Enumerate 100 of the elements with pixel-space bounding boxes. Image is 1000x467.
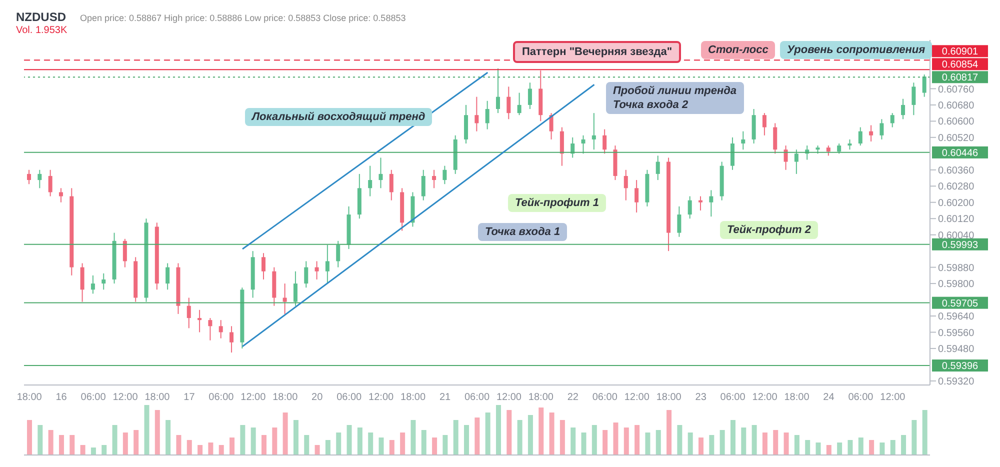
x-tick-label: 06:00 <box>848 392 874 404</box>
bar <box>400 432 406 455</box>
candlestick <box>656 155 660 181</box>
bar <box>336 432 342 455</box>
bar <box>528 415 533 455</box>
y-tick-label: 0.60520 <box>938 132 975 144</box>
x-tick-label: 24 <box>823 392 835 404</box>
bar <box>346 425 352 455</box>
bar <box>421 430 426 455</box>
bar <box>922 410 928 455</box>
bar <box>880 442 885 455</box>
candlestick <box>784 145 788 170</box>
ref-line-label: 0.60446 <box>942 148 979 159</box>
bar <box>90 448 96 455</box>
bar <box>688 432 693 455</box>
candlestick <box>837 143 842 154</box>
candlestick <box>304 260 308 288</box>
bar <box>826 445 832 455</box>
bar <box>368 432 374 455</box>
x-tick-label: 18:00 <box>656 392 682 404</box>
bar <box>560 420 565 455</box>
bar <box>698 438 704 455</box>
y-tick-label: 0.59480 <box>938 344 975 356</box>
x-tick-label: 16 <box>56 392 68 404</box>
bar <box>144 405 150 455</box>
bar <box>720 430 725 455</box>
bar <box>592 425 597 455</box>
candlestick <box>602 128 607 154</box>
candlestick <box>869 124 874 142</box>
candlestick <box>592 112 596 150</box>
candlestick <box>688 196 692 220</box>
x-tick-label: 12:00 <box>368 392 394 404</box>
y-tick-label: 0.59640 <box>938 312 975 323</box>
candlestick <box>442 165 447 185</box>
bar <box>538 408 544 455</box>
candlestick <box>230 326 234 354</box>
y-tick-label: 0.60200 <box>938 198 975 209</box>
bar <box>901 435 906 455</box>
bar <box>389 440 394 455</box>
candlestick <box>378 157 383 189</box>
x-tick-label: 12:00 <box>496 392 522 404</box>
candlestick <box>880 118 884 140</box>
bar <box>432 438 438 455</box>
bar <box>666 410 672 455</box>
annotation: Локальный восходящий тренд <box>245 108 432 126</box>
bar <box>134 430 139 455</box>
bar <box>48 430 54 455</box>
bar <box>261 435 266 455</box>
x-tick-label: 06:00 <box>720 392 746 404</box>
bar <box>816 442 821 455</box>
x-tick-label: 06:00 <box>208 392 234 404</box>
candlestick <box>677 206 682 238</box>
candlestick <box>293 270 298 306</box>
bar <box>613 422 618 455</box>
candlestick <box>38 169 42 189</box>
x-tick-label: 06:00 <box>464 392 490 404</box>
x-tick-label: 12:00 <box>240 392 266 404</box>
bar <box>858 438 864 455</box>
bar <box>464 425 470 455</box>
bar <box>570 428 576 455</box>
bar <box>794 435 800 455</box>
candlestick <box>218 320 223 339</box>
candlestick <box>848 138 852 150</box>
candlestick <box>517 92 522 116</box>
candlestick <box>48 169 52 197</box>
annotation: Тейк-профит 1 <box>508 194 606 212</box>
bar <box>314 445 320 455</box>
candlestick <box>80 262 84 302</box>
ref-line-label: 0.60817 <box>942 72 979 84</box>
candlestick <box>90 274 95 294</box>
candlestick <box>826 145 830 156</box>
bar <box>890 440 896 455</box>
annotation: Уровень сопротивления <box>780 41 932 59</box>
x-tick-label: 18:00 <box>400 392 426 404</box>
bar <box>122 432 128 455</box>
candlestick <box>698 196 703 211</box>
candlestick <box>282 283 287 314</box>
bar <box>410 420 416 455</box>
bar <box>837 442 842 455</box>
candlestick <box>741 130 746 150</box>
candlestick <box>709 190 714 218</box>
bar <box>80 445 86 455</box>
candlestick <box>794 149 798 174</box>
y-tick-label: 0.59560 <box>938 328 975 339</box>
text: Vol. 1.953K <box>16 25 68 36</box>
bar <box>645 432 650 455</box>
x-tick-label: 12:00 <box>880 392 906 404</box>
bar <box>325 440 330 455</box>
bar <box>741 428 746 455</box>
bar <box>912 420 917 455</box>
x-tick-label: 18:00 <box>528 392 554 404</box>
y-tick-label: 0.59320 <box>938 376 975 388</box>
candlestick <box>166 262 170 290</box>
x-tick-label: 06:00 <box>336 392 362 404</box>
bar <box>186 440 192 455</box>
candlestick <box>922 74 926 98</box>
bar <box>112 425 118 455</box>
candlestick <box>901 98 906 120</box>
bar <box>581 432 586 455</box>
x-tick-label: 18:00 <box>144 392 170 404</box>
